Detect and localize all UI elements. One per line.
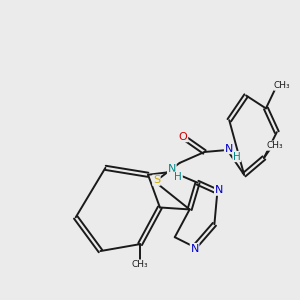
Text: N: N	[168, 164, 176, 174]
Text: CH₃: CH₃	[132, 260, 148, 269]
Text: O: O	[179, 132, 188, 142]
Text: N: N	[225, 143, 233, 154]
Text: H: H	[175, 172, 182, 182]
Text: CH₃: CH₃	[266, 141, 283, 150]
Text: N: N	[190, 244, 199, 254]
Text: S: S	[153, 175, 160, 185]
Text: N: N	[215, 185, 223, 195]
Text: CH₃: CH₃	[274, 81, 290, 90]
Text: H: H	[233, 152, 241, 161]
